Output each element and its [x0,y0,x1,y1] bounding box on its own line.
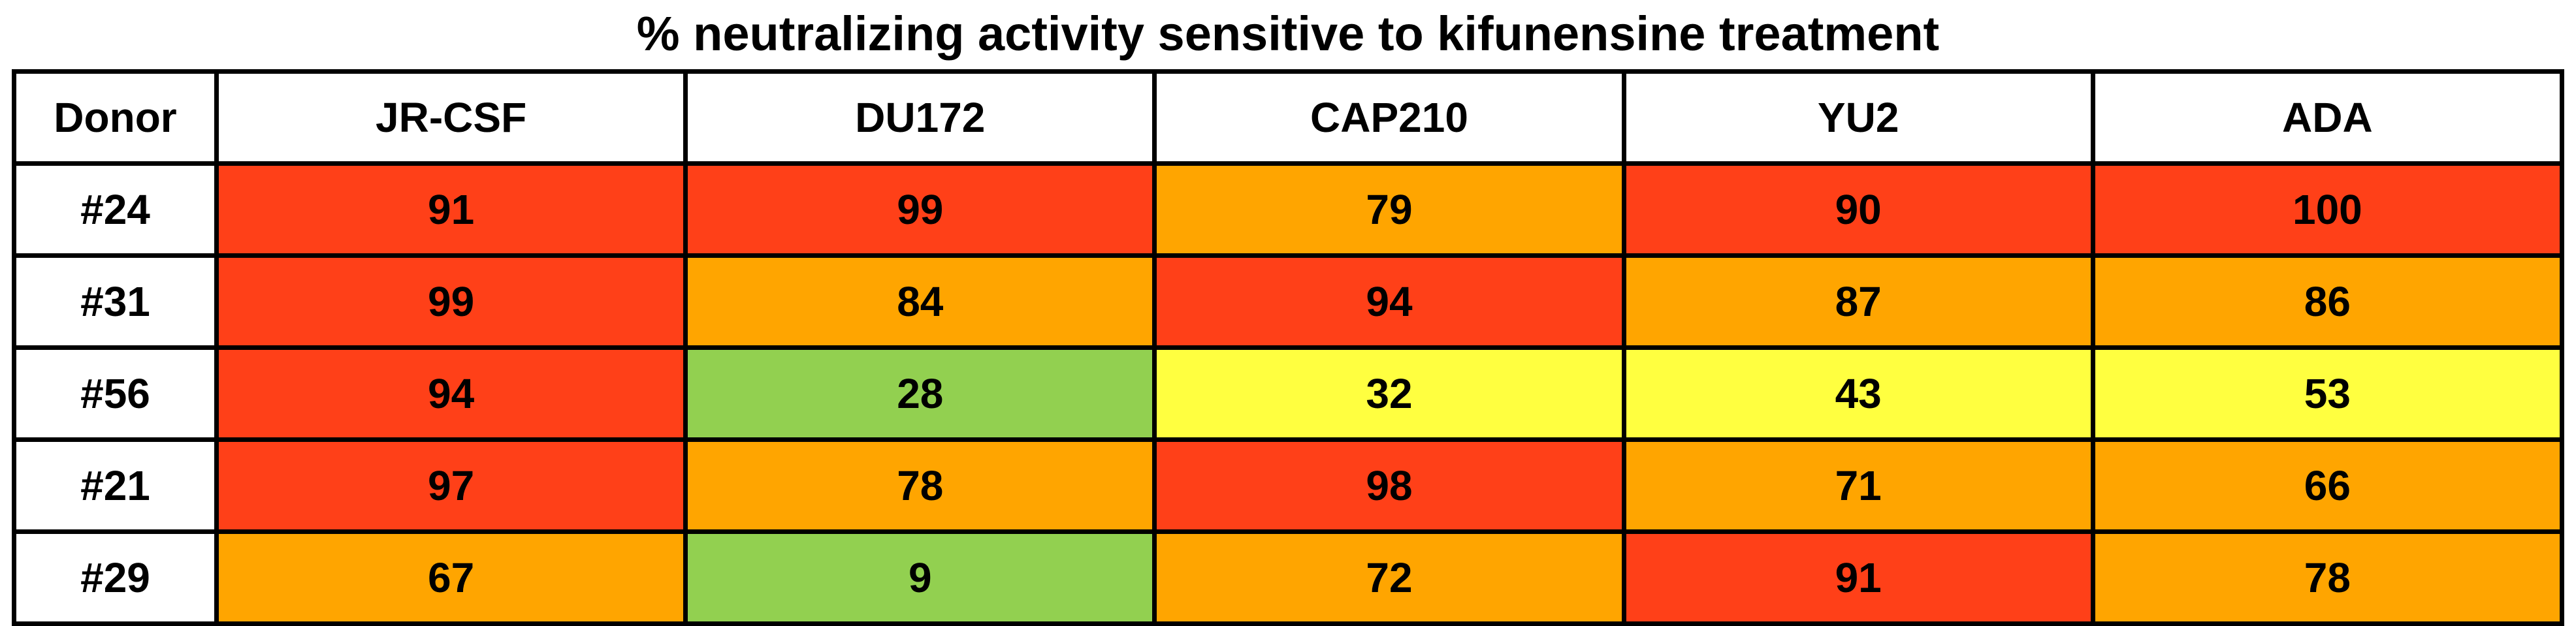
heat-cell: 94 [1152,253,1626,350]
heat-cell: 28 [683,345,1157,442]
heat-cell: 99 [214,253,688,350]
heat-cell: 86 [2090,253,2565,350]
row-label-donor-21: #21 [12,437,219,534]
corner-header: Donor [12,69,219,166]
row-label-donor-29: #29 [12,529,219,626]
column-header-du172: DU172 [683,69,1157,166]
table-row: #21 97 78 98 71 66 [12,437,2565,534]
heat-cell: 97 [214,437,688,534]
heat-cell: 87 [1621,253,2095,350]
table-row: #29 67 9 72 91 78 [12,529,2565,626]
heat-cell: 91 [1621,529,2095,626]
heat-cell: 66 [2090,437,2565,534]
heat-cell: 78 [683,437,1157,534]
heatmap-table: Donor JR-CSF DU172 CAP210 YU2 ADA #24 91… [12,69,2565,626]
heat-cell: 91 [214,161,688,258]
heat-cell: 78 [2090,529,2565,626]
row-label-donor-31: #31 [12,253,219,350]
column-header-ada: ADA [2090,69,2565,166]
header-row: Donor JR-CSF DU172 CAP210 YU2 ADA [12,69,2565,166]
heat-cell: 79 [1152,161,1626,258]
chart-title: % neutralizing activity sensitive to kif… [636,7,1940,61]
heat-cell: 94 [214,345,688,442]
column-header-yu2: YU2 [1621,69,2095,166]
table-row: #31 99 84 94 87 86 [12,253,2565,350]
heat-cell: 72 [1152,529,1626,626]
heat-cell: 99 [683,161,1157,258]
heat-cell: 84 [683,253,1157,350]
row-label-donor-24: #24 [12,161,219,258]
heat-cell: 67 [214,529,688,626]
heat-cell: 53 [2090,345,2565,442]
heat-cell: 100 [2090,161,2565,258]
heat-cell: 90 [1621,161,2095,258]
heat-cell: 71 [1621,437,2095,534]
table-row: #56 94 28 32 43 53 [12,345,2565,442]
table-row: #24 91 99 79 90 100 [12,161,2565,258]
heat-cell: 43 [1621,345,2095,442]
row-label-donor-56: #56 [12,345,219,442]
column-header-cap210: CAP210 [1152,69,1626,166]
heat-cell: 32 [1152,345,1626,442]
heat-cell: 9 [683,529,1157,626]
column-header-jr-csf: JR-CSF [214,69,688,166]
heat-cell: 98 [1152,437,1626,534]
